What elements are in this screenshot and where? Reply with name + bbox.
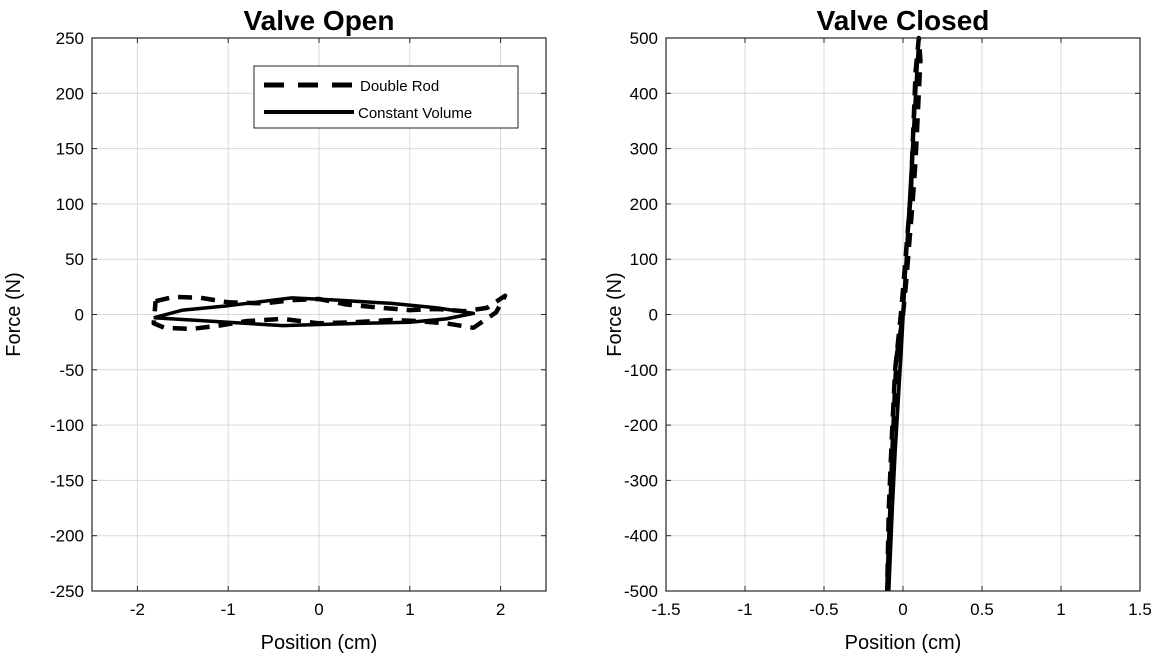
valve-open-x-ticks: -2 -1 0 1 2 <box>130 38 505 619</box>
legend-label-double-rod: Double Rod <box>360 78 439 95</box>
valve-closed-x-tick-label: 1 <box>1056 600 1065 619</box>
valve-closed-x-tick-label: -1.5 <box>651 600 680 619</box>
valve-closed-x-tick-label: -0.5 <box>809 600 838 619</box>
valve-open-series-double-rod <box>151 293 508 332</box>
valve-closed-x-tick-label: 0.5 <box>970 600 994 619</box>
valve-open-series-constant-volume <box>153 296 476 328</box>
valve-closed-y-axis-label: Force (N) <box>604 272 626 356</box>
valve-closed-x-tick-label: 1.5 <box>1128 600 1152 619</box>
valve-closed-title: Valve Closed <box>817 5 990 36</box>
valve-closed-plot: -1.5 -1 -0.5 0 0.5 1 1.5 -500 -400 -300 -200 -100 0… <box>604 5 1152 654</box>
valve-open-y-tick-label: -150 <box>50 471 84 490</box>
valve-closed-y-tick-label: 0 <box>649 306 658 325</box>
valve-closed-y-tick-label: 100 <box>630 250 658 269</box>
valve-closed-y-tick-label: -200 <box>624 416 658 435</box>
valve-open-y-tick-label: -250 <box>50 582 84 601</box>
valve-open-y-tick-label: 50 <box>65 250 84 269</box>
valve-open-y-ticks: -250 -200 -150 -100 -50 0 50 100 150 200 250 <box>50 29 546 601</box>
valve-open-y-tick-label: -50 <box>59 361 84 380</box>
valve-closed-y-tick-label: -100 <box>624 361 658 380</box>
valve-open-x-tick-label: 0 <box>314 600 323 619</box>
valve-closed-x-ticks: -1.5 -1 -0.5 0 0.5 1 1.5 <box>651 38 1152 619</box>
valve-open-x-axis-label: Position (cm) <box>261 632 378 654</box>
legend-box <box>253 65 519 129</box>
valve-open-y-tick-label: 0 <box>75 306 84 325</box>
legend: Double Rod Constant Volume <box>253 65 519 129</box>
valve-open-y-tick-label: 150 <box>56 140 84 159</box>
valve-closed-y-tick-label: -400 <box>624 527 658 546</box>
valve-open-y-tick-label: -100 <box>50 416 84 435</box>
valve-open-x-tick-label: -1 <box>221 600 236 619</box>
valve-open-plot: -2 -1 0 1 2 -250 -200 -150 -100 -50 0 50 100 150 200 2… <box>3 5 547 654</box>
valve-closed-y-tick-label: 200 <box>630 195 658 214</box>
valve-open-y-tick-label: -200 <box>50 527 84 546</box>
valve-open-y-tick-label: 250 <box>56 29 84 48</box>
valve-open-y-axis-label: Force (N) <box>3 272 25 356</box>
valve-closed-x-tick-label: 0 <box>898 600 907 619</box>
valve-closed-x-axis-label: Position (cm) <box>845 632 962 654</box>
legend-label-constant-volume: Constant Volume <box>358 105 472 122</box>
valve-closed-y-tick-label: -300 <box>624 471 658 490</box>
valve-closed-y-tick-label: 400 <box>630 84 658 103</box>
valve-closed-y-tick-label: -500 <box>624 582 658 601</box>
valve-open-title: Valve Open <box>244 5 395 36</box>
valve-open-x-tick-label: 2 <box>496 600 505 619</box>
valve-closed-y-tick-label: 300 <box>630 140 658 159</box>
valve-open-y-tick-label: 200 <box>56 84 84 103</box>
valve-closed-y-tick-label: 500 <box>630 29 658 48</box>
valve-closed-x-tick-label: -1 <box>737 600 752 619</box>
valve-open-x-tick-label: -2 <box>130 600 145 619</box>
valve-closed-series-double-rod <box>884 35 923 592</box>
valve-open-y-tick-label: 100 <box>56 195 84 214</box>
valve-open-series <box>151 293 508 332</box>
valve-open-x-tick-label: 1 <box>405 600 414 619</box>
valve-closed-y-ticks: -500 -400 -300 -200 -100 0 100 200 300 400 500 <box>624 29 1140 601</box>
